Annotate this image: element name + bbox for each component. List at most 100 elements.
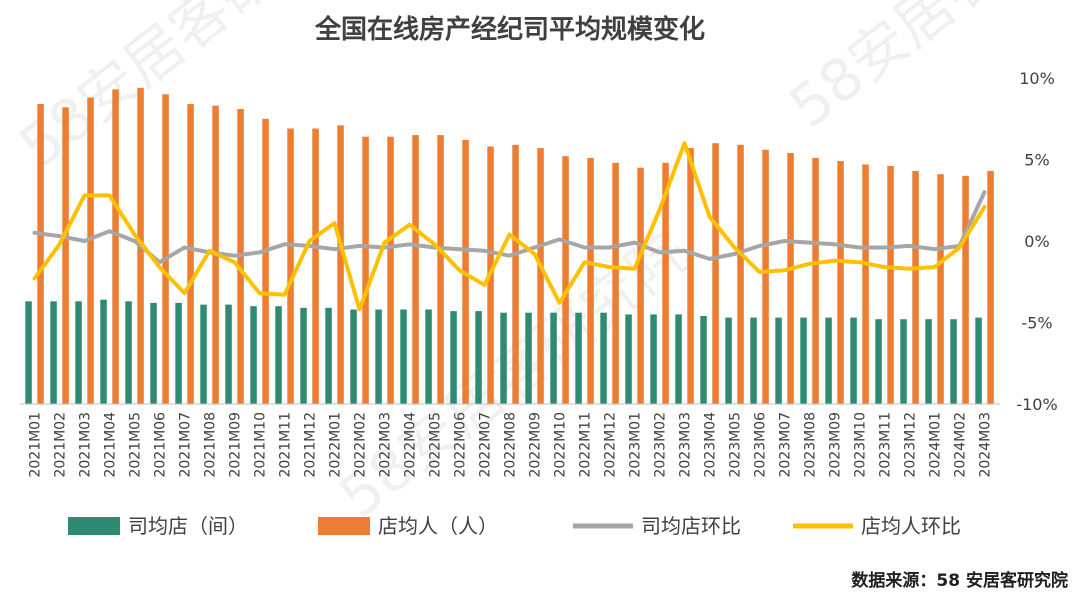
bar-stores-per-company-2021M08 [200,304,207,404]
x-tick-label: 2024M02 [953,412,969,478]
bar-stores-per-company-2023M09 [825,317,832,404]
x-tick-label: 2021M10 [253,412,269,478]
x-tick-label: 2022M10 [553,412,569,478]
bar-stores-per-company-2022M02 [350,309,357,404]
bar-agents-per-store-2024M01 [937,174,944,404]
bar-agents-per-store-2022M02 [362,136,369,404]
bar-stores-per-company-2023M10 [850,317,857,404]
bar-agents-per-store-2023M02 [662,162,669,404]
bar-agents-per-store-2021M01 [37,104,44,404]
x-tick-label: 2022M08 [503,412,519,478]
bar-agents-per-store-2022M04 [412,135,419,404]
bar-stores-per-company-2023M05 [725,317,732,404]
legend: 司均店（间） 店均人（人） 司均店环比 店均人环比 [68,514,961,538]
x-tick-label: 2023M11 [878,412,894,478]
bar-agents-per-store-2024M02 [962,175,969,404]
bar-stores-per-company-2024M03 [975,317,982,404]
x-tick-label: 2023M03 [678,412,694,478]
x-tick-label: 2021M08 [203,412,219,478]
legend-label: 司均店环比 [641,514,741,538]
bar-stores-per-company-2023M03 [675,314,682,404]
bar-stores-per-company-2021M10 [250,306,257,404]
y-tick-label: 5% [1024,151,1049,170]
bar-stores-per-company-2022M03 [375,309,382,404]
x-tick-label: 2023M01 [628,412,644,478]
bar-agents-per-store-2021M12 [312,128,319,404]
y-tick-label: 10% [1019,69,1055,88]
bar-agents-per-store-2023M05 [737,144,744,405]
legend-label: 店均人（人） [378,514,498,538]
x-tick-label: 2023M08 [803,412,819,478]
bar-stores-per-company-2021M02 [50,301,57,404]
bar-stores-per-company-2023M12 [900,319,907,404]
bar-agents-per-store-2021M07 [187,104,194,404]
bar-stores-per-company-2023M11 [875,319,882,404]
x-tick-label: 2022M09 [528,412,544,478]
chart-title: 全国在线房产经纪司平均规模变化 [314,14,705,45]
x-tick-label: 2024M03 [978,412,994,478]
bar-agents-per-store-2023M03 [687,148,694,404]
y-tick-label: -5% [1021,314,1052,333]
x-tick-label: 2022M02 [353,412,369,478]
bar-agents-per-store-2022M09 [537,148,544,404]
bar-agents-per-store-2021M06 [162,94,169,405]
bar-agents-per-store-2022M03 [387,136,394,404]
legend-label: 店均人环比 [861,514,961,538]
bar-stores-per-company-2021M11 [275,306,282,404]
bar-stores-per-company-2023M08 [800,317,807,404]
bar-agents-per-store-2022M01 [337,125,344,405]
bar-agents-per-store-2021M10 [262,118,269,405]
bar-stores-per-company-2022M11 [575,312,582,404]
bar-stores-per-company-2021M06 [150,302,157,404]
y-tick-label: 0% [1024,232,1049,251]
x-tick-label: 2023M10 [853,412,869,478]
bar-stores-per-company-2023M07 [775,317,782,404]
data-source: 数据来源：58 安居客研究院 [851,570,1068,591]
x-tick-label: 2023M05 [728,412,744,478]
bar-stores-per-company-2022M12 [600,312,607,404]
x-tick-label: 2023M09 [828,412,844,478]
x-tick-label: 2022M06 [453,412,469,478]
legend-label: 司均店（间） [128,514,248,538]
x-tick-label: 2023M02 [653,412,669,478]
bar-stores-per-company-2021M03 [75,301,82,404]
right-axis-ticks: 10% 5% 0% -5% -10% [1016,69,1057,414]
bar-stores-per-company-2021M05 [125,301,132,404]
x-tick-label: 2021M12 [303,412,319,478]
x-tick-label: 2023M07 [778,412,794,478]
x-tick-label: 2023M12 [903,412,919,478]
bar-agents-per-store-2021M02 [62,107,69,405]
x-tick-label: 2022M04 [403,412,419,478]
line-agents-mom [32,141,987,312]
bar-agents-per-store-2022M05 [437,135,444,404]
bar-agents-per-store-2023M09 [837,161,844,404]
bar-agents-per-store-2022M12 [612,162,619,404]
bar-agents-per-store-2023M07 [787,153,794,404]
x-tick-label: 2023M06 [753,412,769,478]
bar-agents-per-store-2021M04 [112,89,119,405]
bar-stores-per-company-2024M01 [925,319,932,404]
bar-agents-per-store-2024M03 [987,170,994,404]
line-layer [32,141,987,312]
bar-stores-per-company-2022M01 [325,307,332,404]
x-tick-label: 2022M05 [428,412,444,478]
bar-agents-per-store-2022M08 [512,144,519,405]
x-tick-label: 2023M04 [703,412,719,478]
x-tick-label: 2021M05 [128,412,144,478]
legend-swatch [68,517,120,535]
x-tick-label: 2021M07 [178,412,194,478]
bar-agents-per-store-2022M10 [562,156,569,404]
bar-stores-per-company-2023M02 [650,314,657,404]
x-tick-label: 2022M12 [603,412,619,478]
bar-stores-per-company-2022M06 [450,311,457,404]
bar-stores-per-company-2022M04 [400,309,407,404]
x-axis-ticks: 2021M01 2021M02 2021M03 2021M04 2021M05 2021M… [28,412,994,478]
x-tick-label: 2022M11 [578,412,594,478]
x-tick-label: 2021M11 [278,412,294,478]
bar-agents-per-store-2022M11 [587,157,594,404]
bar-agents-per-store-2023M04 [712,143,719,404]
x-tick-label: 2021M03 [78,412,94,478]
bar-stores-per-company-2022M05 [425,309,432,404]
x-tick-label: 2021M01 [28,412,44,478]
